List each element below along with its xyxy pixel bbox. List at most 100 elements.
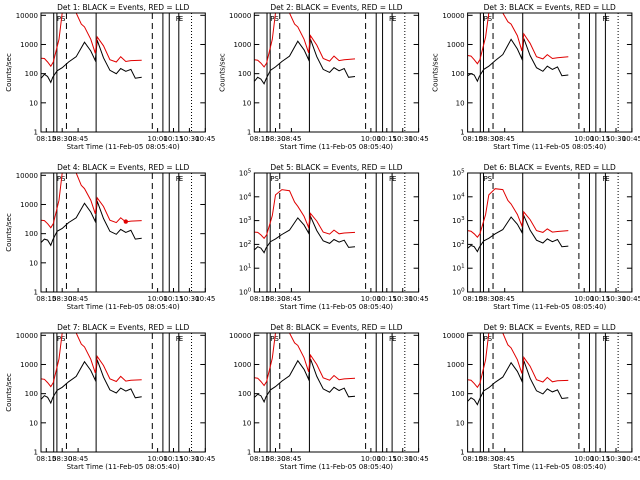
x-tick-label: 08:15 [250, 135, 270, 143]
chart-title: Det 3: BLACK = Events, RED = LLD [484, 3, 616, 12]
y-tick-label: 100 [25, 390, 38, 398]
x-tick-label: 10:15 [377, 295, 397, 303]
x-tick-label: 08:45 [281, 135, 301, 143]
x-tick-label: 10:00 [574, 295, 594, 303]
y-tick-label: 1 [34, 449, 38, 457]
interval-letter: S [274, 335, 279, 343]
y-tick-label: 104 [239, 192, 252, 201]
x-tick-label: 08:15 [36, 135, 56, 143]
chart-title: Det 5: BLACK = Events, RED = LLD [270, 163, 402, 172]
x-tick-label: 10:15 [590, 135, 610, 143]
lld-marker [123, 219, 128, 224]
interval-letter: S [61, 175, 66, 183]
x-tick-label: 10:45 [409, 455, 429, 463]
interval-letter: P [484, 335, 488, 343]
x-tick-label: 08:30 [265, 135, 285, 143]
y-tick-label: 10000 [442, 12, 464, 20]
x-tick-label: 10:15 [590, 295, 610, 303]
x-tick-label: 10:30 [393, 295, 413, 303]
series-events [41, 40, 142, 84]
series-lld [254, 189, 356, 240]
interval-letter: P [57, 175, 61, 183]
y-tick-label: 102 [452, 240, 464, 249]
chart-title: Det 4: BLACK = Events, RED = LLD [57, 163, 189, 172]
x-tick-label: 08:15 [463, 135, 483, 143]
panel-det-2: Det 2: BLACK = Events, RED = LLD P S FE 1 10 1… [218, 3, 428, 151]
x-axis-label: Start Time (11-Feb-05 08:05:40) [493, 143, 606, 151]
x-tick-label: 10:30 [179, 455, 199, 463]
y-tick-label: 100 [25, 70, 38, 78]
y-tick-label: 1 [460, 449, 464, 457]
x-tick-label: 08:45 [68, 135, 88, 143]
interval-letter: E [392, 175, 396, 183]
interval-letter: E [179, 335, 183, 343]
y-tick-label: 10 [29, 419, 38, 427]
y-axis-label: Counts/sec [5, 373, 13, 412]
interval-letter: S [274, 15, 279, 23]
panel-det-7: Det 7: BLACK = Events, RED = LLD P S FE 1 10 1… [5, 323, 215, 471]
series-events [254, 39, 356, 85]
x-tick-label: 08:45 [68, 455, 88, 463]
y-tick-label: 10000 [229, 332, 251, 340]
series-events [41, 359, 142, 405]
x-tick-label: 10:15 [377, 135, 397, 143]
series-lld [41, 333, 142, 388]
y-tick-label: 10 [29, 99, 38, 107]
x-tick-label: 10:00 [361, 295, 381, 303]
series-events [467, 360, 569, 406]
x-tick-label: 08:45 [495, 135, 515, 143]
interval-letter: F [176, 15, 180, 23]
interval-letter: P [484, 175, 488, 183]
interval-letter: E [605, 335, 609, 343]
plot-frame [467, 332, 633, 453]
series-lld [254, 333, 356, 387]
x-tick-label: 10:45 [622, 455, 640, 463]
y-tick-label: 105 [239, 169, 252, 178]
panel-det-5: Det 5: BLACK = Events, RED = LLD P S FE 100 1… [239, 163, 429, 311]
x-tick-label: 10:45 [195, 295, 215, 303]
x-tick-label: 10:00 [574, 135, 594, 143]
interval-letter: P [484, 15, 488, 23]
x-axis-label: Start Time (11-Feb-05 08:05:40) [67, 143, 180, 151]
x-tick-label: 10:45 [195, 455, 215, 463]
chart-title: Det 9: BLACK = Events, RED = LLD [484, 323, 616, 332]
series-lld [467, 333, 569, 389]
series-events [254, 358, 356, 404]
x-axis-label: Start Time (11-Feb-05 08:05:40) [67, 463, 180, 471]
interval-letter: F [602, 175, 606, 183]
y-tick-label: 104 [452, 192, 465, 201]
y-tick-label: 100 [451, 70, 464, 78]
y-tick-label: 1 [247, 449, 251, 457]
y-tick-label: 1000 [447, 41, 465, 49]
x-tick-label: 10:45 [409, 135, 429, 143]
interval-letter: E [392, 335, 396, 343]
interval-letter: F [602, 15, 606, 23]
y-tick-label: 100 [239, 288, 252, 297]
series-lld [467, 13, 569, 65]
x-tick-label: 10:45 [409, 295, 429, 303]
y-tick-label: 1 [247, 129, 251, 137]
x-tick-label: 08:15 [36, 295, 56, 303]
x-tick-label: 10:00 [361, 455, 381, 463]
x-tick-label: 08:30 [265, 295, 285, 303]
plot-frame [40, 12, 206, 133]
x-tick-label: 10:30 [606, 295, 626, 303]
y-tick-label: 1000 [20, 201, 38, 209]
interval-letter: F [389, 335, 393, 343]
interval-letter: S [274, 175, 279, 183]
y-tick-label: 1 [460, 129, 464, 137]
y-axis-label: Counts/sec [5, 213, 13, 252]
x-tick-label: 08:45 [281, 295, 301, 303]
x-tick-label: 10:45 [622, 295, 640, 303]
x-tick-label: 10:15 [377, 455, 397, 463]
x-tick-label: 08:45 [68, 295, 88, 303]
y-axis-label: Counts/sec [5, 53, 13, 92]
x-tick-label: 10:00 [148, 295, 168, 303]
x-tick-label: 08:15 [36, 455, 56, 463]
interval-letter: S [488, 175, 493, 183]
series-lld [41, 173, 142, 229]
interval-letter: F [176, 335, 180, 343]
x-tick-label: 08:45 [495, 455, 515, 463]
interval-letter: P [270, 335, 274, 343]
plot-frame [253, 332, 420, 453]
